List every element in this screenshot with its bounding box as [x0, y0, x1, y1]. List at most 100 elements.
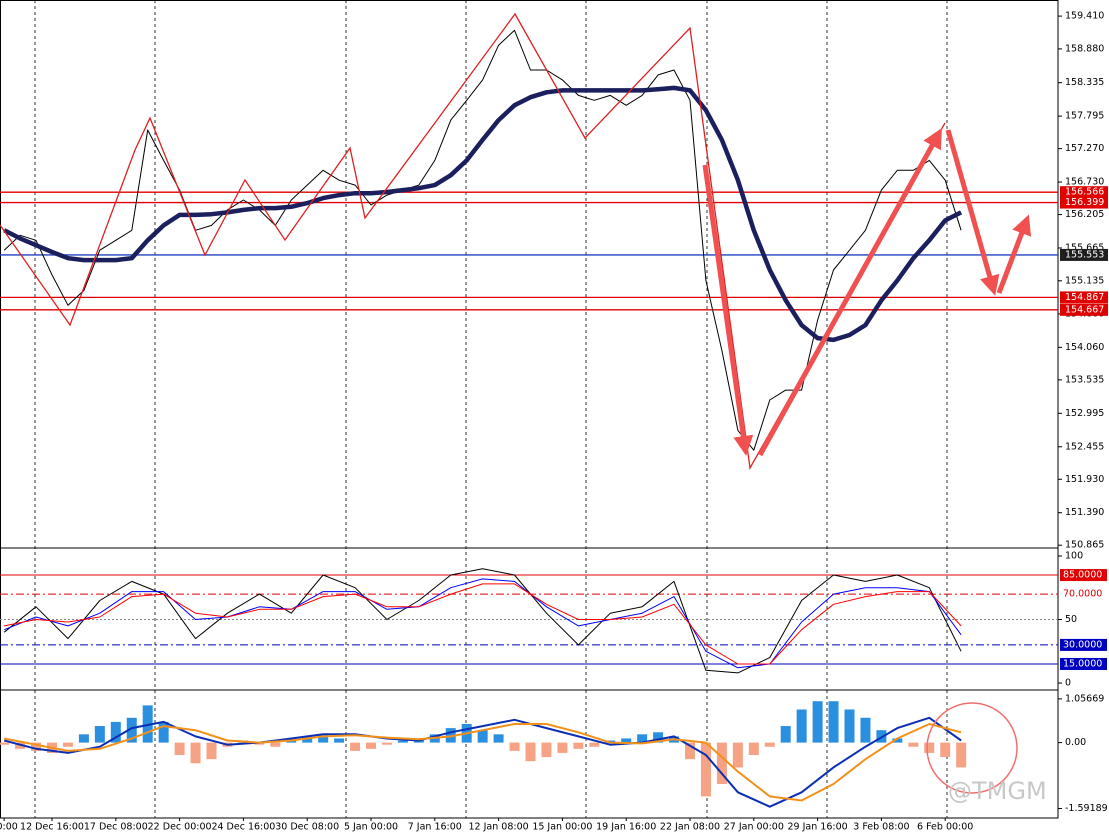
- histogram-bar: [334, 738, 345, 743]
- y-tick-label: 150.865: [1065, 540, 1104, 551]
- y-tick-label: 158.335: [1065, 77, 1104, 88]
- y-tick-label: 154.060: [1065, 342, 1104, 353]
- series-line: [3, 85, 963, 343]
- zigzag: [0, 12, 946, 470]
- y-tick-label: 155.135: [1065, 275, 1104, 286]
- x-tick-label: 24 Dec 16:00: [211, 822, 275, 833]
- histogram-bar: [860, 717, 871, 743]
- level-box: [1060, 638, 1107, 651]
- x-tick-label: 22 Jan 08:00: [660, 822, 720, 833]
- histogram-bar: [940, 742, 951, 758]
- x-tick-label: 19 Jan 16:00: [596, 822, 656, 833]
- histogram-bar: [541, 742, 552, 758]
- histogram-bar: [908, 742, 919, 747]
- y-tick-label: 153.535: [1065, 374, 1104, 385]
- x-tick-label: 3 Feb 08:00: [853, 822, 909, 833]
- y-tick-label: 152.455: [1065, 441, 1104, 452]
- histogram-bar: [573, 742, 584, 749]
- y-tick-label: 156.730: [1065, 177, 1104, 188]
- histogram-bar: [94, 726, 105, 743]
- y-tick-label: -1.59189: [1065, 803, 1108, 814]
- histogram-bar: [844, 709, 855, 743]
- histogram-bar: [158, 721, 169, 743]
- y-tick-label: 50: [1065, 614, 1077, 625]
- y-tick-label: 157.795: [1065, 111, 1104, 122]
- histogram-bar: [31, 742, 42, 751]
- histogram-bar: [206, 742, 217, 760]
- histogram-bar: [78, 734, 89, 743]
- histogram-bar: [828, 701, 839, 743]
- highlight-circle: [926, 702, 1018, 794]
- histogram-bar: [924, 742, 935, 753]
- plot-frame: [0, 0, 1059, 819]
- level-box: [1060, 303, 1108, 316]
- x-tick-label: 15 Jan 00:00: [532, 822, 592, 833]
- x-tick-label: 7 Jan 16:00: [408, 822, 462, 833]
- histogram-bar: [637, 734, 648, 743]
- histogram-bar: [254, 742, 265, 745]
- level-box: [1060, 291, 1108, 304]
- histogram-bar: [700, 742, 711, 797]
- x-tick-label: 22 Dec 00:00: [148, 822, 212, 833]
- series-line: [4, 583, 962, 665]
- y-tick-label: 157.270: [1065, 143, 1104, 154]
- histogram-bar: [477, 730, 488, 743]
- histogram-bar: [685, 742, 695, 760]
- x-tick-label: 27 Jan 00:00: [724, 822, 784, 833]
- histogram-bar: [62, 742, 73, 747]
- y-tick-label: 159.410: [1065, 11, 1104, 22]
- y-tick-label: 158.880: [1065, 43, 1104, 54]
- level-label: 15.0000: [1063, 658, 1102, 669]
- histogram-bar: [445, 728, 456, 743]
- y-tick-label: 152.995: [1065, 408, 1104, 419]
- histogram-bar: [621, 738, 632, 743]
- histogram-bar: [525, 742, 536, 762]
- histogram-bar: [956, 742, 967, 768]
- histogram-bar: [318, 734, 329, 743]
- histogram-bar: [190, 742, 201, 764]
- level-label: 156.399: [1065, 197, 1104, 208]
- level-label: 70.0000: [1063, 589, 1102, 600]
- level-box: [1060, 186, 1108, 199]
- time-grid: [34, 0, 948, 818]
- histogram-bar: [716, 742, 727, 784]
- histogram-bar: [366, 742, 376, 749]
- series-line: [3, 716, 962, 808]
- level-label: 30.0000: [1063, 639, 1102, 650]
- histogram-bar: [15, 742, 26, 749]
- level-box: [1060, 569, 1107, 582]
- histogram-bar: [653, 732, 664, 743]
- histogram-bar: [780, 726, 791, 743]
- level-label: 85.0000: [1063, 570, 1102, 581]
- histogram-bar: [732, 742, 743, 768]
- level-label: 154.867: [1065, 292, 1104, 303]
- histogram-bar: [796, 709, 807, 743]
- y-tick-label: 0.00: [1065, 737, 1086, 748]
- x-tick-label: 6 Feb 00:00: [917, 822, 973, 833]
- level-label: 155.553: [1065, 249, 1104, 260]
- x-tick-label: 00:00: [0, 822, 18, 833]
- level-label: 156.566: [1065, 187, 1104, 198]
- histogram-bar: [110, 721, 121, 743]
- y-tick-label: 0: [1065, 678, 1071, 689]
- histogram-bar: [589, 742, 600, 747]
- histogram-bar: [748, 742, 759, 756]
- histogram-bar: [350, 742, 361, 751]
- x-tick-label: 17 Dec 08:00: [84, 822, 148, 833]
- series-line: [4, 723, 962, 802]
- series-line: [3, 29, 962, 451]
- series-line: [4, 578, 962, 669]
- histogram-bar: [397, 740, 408, 743]
- histogram-bar: [270, 742, 281, 747]
- x-tick-label: 30 Dec 08:00: [275, 822, 339, 833]
- y-tick-label: 1.05669: [1065, 693, 1104, 704]
- y-tick-label: 151.930: [1065, 474, 1104, 485]
- histogram-bar: [381, 742, 392, 745]
- histogram-bar: [892, 738, 903, 743]
- x-tick-label: 29 Jan 16:00: [788, 822, 848, 833]
- level-label: 154.667: [1065, 304, 1104, 315]
- level-box: [1060, 248, 1108, 261]
